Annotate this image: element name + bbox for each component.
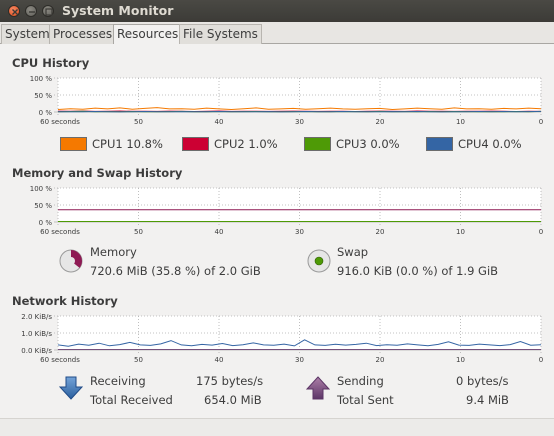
network-y-tick-label: 0.0 KiB/s (21, 347, 52, 355)
sending-rate: 0 bytes/s (456, 374, 509, 388)
memory-y-tick-label: 0 % (39, 219, 53, 227)
tab-system[interactable]: System (1, 24, 54, 44)
sending-label: Sending (337, 374, 384, 388)
cpu-x-tick-label: 10 (456, 118, 465, 126)
memory-swap-history-title: Memory and Swap History (12, 166, 183, 180)
receiving-line (57, 339, 542, 347)
cpu-y-tick-label: 100 % (30, 75, 53, 83)
close-icon (12, 9, 18, 15)
cpu1-line (57, 107, 542, 111)
receiving-icon (59, 376, 83, 400)
total-received-value: 654.0 MiB (204, 393, 262, 407)
cpu-x-tick-label: 20 (376, 118, 385, 126)
cpu1-color-swatch[interactable] (60, 137, 87, 151)
memory-x-tick-label: 30 (295, 228, 304, 236)
network-history-title: Network History (12, 294, 118, 308)
network-x-tick-label: 10 (456, 356, 465, 364)
cpu-x-tick-label: 50 (134, 118, 143, 126)
memory-x-tick-label: 40 (215, 228, 224, 236)
cpu-y-tick-label: 0 % (39, 109, 53, 117)
tab-resources[interactable]: Resources (113, 24, 183, 45)
network-x-tick-label: 50 (134, 356, 143, 364)
network-x-tick-label: 20 (376, 356, 385, 364)
network-y-tick-label: 1.0 KiB/s (21, 330, 52, 338)
total-received-label: Total Received (90, 393, 173, 407)
sending-icon (306, 376, 330, 400)
memory-y-tick-label: 50 % (34, 202, 52, 210)
cpu1-legend-label: CPU1 10.8% (92, 137, 163, 151)
memory-x-tick-label: 20 (376, 228, 385, 236)
memory-x-tick-label: 0 (539, 228, 543, 236)
network-y-tick-label: 2.0 KiB/s (21, 313, 52, 321)
network-x-tick-label: 60 seconds (40, 356, 80, 364)
network-x-tick-label: 0 (539, 356, 543, 364)
memory-label: Memory (90, 245, 137, 259)
cpu-y-tick-label: 50 % (34, 92, 52, 100)
memory-swap-history-graph: 100 % 50 % 0 %60 seconds 50 40 30 20 10 0 (30, 185, 543, 236)
total-sent-label: Total Sent (337, 393, 394, 407)
minimize-window-button[interactable] (25, 5, 37, 17)
tab-processes[interactable]: Processes (49, 24, 117, 44)
memory-value: 720.6 MiB (35.8 %) of 2.0 GiB (90, 264, 261, 278)
window-titlebar[interactable]: System Monitor (0, 0, 554, 22)
cpu4-color-swatch[interactable] (426, 137, 453, 151)
tab-file-systems[interactable]: File Systems (179, 24, 262, 44)
total-sent-value: 9.4 MiB (466, 393, 509, 407)
memory-x-tick-label: 60 seconds (40, 228, 80, 236)
cpu-history-graph: 100 % 50 % 0 %60 seconds 50 40 30 20 10 0 (30, 75, 543, 126)
memory-x-tick-label: 50 (134, 228, 143, 236)
cpu2-legend-label: CPU2 1.0% (214, 137, 278, 151)
cpu-x-tick-label: 0 (539, 118, 543, 126)
cpu2-color-swatch[interactable] (182, 137, 209, 151)
status-bar (0, 418, 554, 436)
window-title: System Monitor (62, 3, 174, 18)
cpu3-color-swatch[interactable] (304, 137, 331, 151)
maximize-window-button[interactable] (42, 5, 54, 17)
network-history-graph: 2.0 KiB/s 1.0 KiB/s 0.0 KiB/s60 seconds 50 4… (21, 313, 543, 364)
cpu-history-title: CPU History (12, 56, 90, 70)
memory-y-tick-label: 100 % (30, 185, 53, 193)
receiving-rate: 175 bytes/s (196, 374, 264, 388)
cpu3-legend-label: CPU3 0.0% (336, 137, 400, 151)
network-x-tick-label: 40 (215, 356, 224, 364)
minimize-icon (29, 11, 35, 13)
cpu-x-tick-label: 40 (215, 118, 224, 126)
memory-pie-center (67, 257, 75, 265)
swap-usage-pie[interactable] (306, 248, 332, 274)
cpu-x-tick-label: 60 seconds (40, 118, 80, 126)
cpu4-line (58, 110, 542, 113)
cpu-x-tick-label: 30 (295, 118, 304, 126)
network-x-tick-label: 30 (295, 356, 304, 364)
maximize-icon (45, 8, 53, 16)
receiving-label: Receiving (90, 374, 146, 388)
swap-pie-center (314, 256, 324, 266)
notebook-tabs: System Processes Resources File Systems (0, 22, 554, 45)
memory-pie-used-slice (71, 250, 82, 268)
memory-usage-pie[interactable] (58, 248, 84, 274)
cpu4-legend-label: CPU4 0.0% (458, 137, 522, 151)
swap-value: 916.0 KiB (0.0 %) of 1.9 GiB (337, 264, 499, 278)
memory-x-tick-label: 10 (456, 228, 465, 236)
close-window-button[interactable] (8, 5, 20, 17)
swap-label: Swap (337, 245, 369, 259)
